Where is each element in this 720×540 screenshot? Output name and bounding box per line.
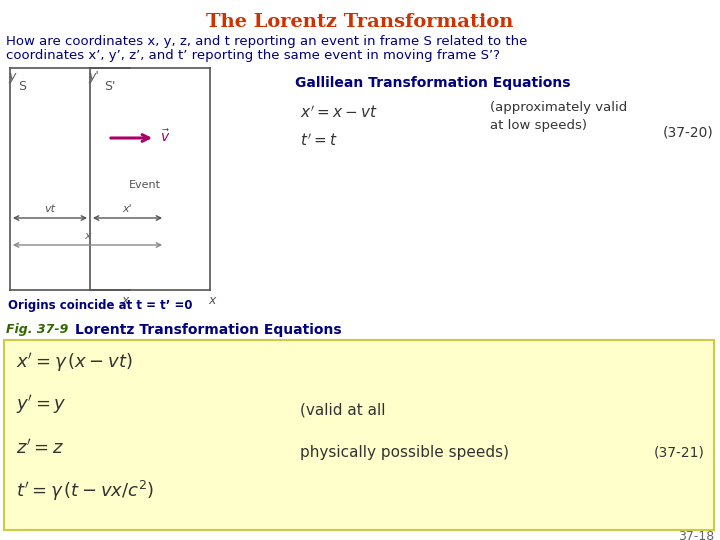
Text: The Lorentz Transformation: The Lorentz Transformation [207, 13, 513, 31]
Text: y': y' [88, 70, 99, 83]
Text: y: y [8, 70, 15, 83]
Text: (valid at all: (valid at all [300, 402, 385, 417]
Text: (37-21): (37-21) [654, 446, 705, 460]
Text: (37-20): (37-20) [663, 126, 714, 140]
Text: Origins coincide at t = t’ =0: Origins coincide at t = t’ =0 [8, 299, 192, 312]
Text: $t' = \gamma\,(t - vx/c^2)$: $t' = \gamma\,(t - vx/c^2)$ [16, 479, 154, 503]
Text: $x' = x - vt$: $x' = x - vt$ [300, 105, 377, 122]
Text: $t' = t$: $t' = t$ [300, 133, 338, 149]
Text: vt: vt [45, 204, 55, 214]
Text: 37-18: 37-18 [678, 530, 714, 540]
Text: Lorentz Transformation Equations: Lorentz Transformation Equations [75, 323, 341, 337]
Text: (approximately valid: (approximately valid [490, 102, 627, 114]
Text: S': S' [104, 80, 115, 93]
Text: S: S [18, 80, 26, 93]
Text: coordinates x’, y’, z’, and t’ reporting the same event in moving frame S’?: coordinates x’, y’, z’, and t’ reporting… [6, 50, 500, 63]
Text: $x' = \gamma\,(x - vt)$: $x' = \gamma\,(x - vt)$ [16, 350, 132, 374]
Text: $y' = y$: $y' = y$ [16, 394, 67, 416]
Text: $\vec{v}$: $\vec{v}$ [160, 129, 171, 145]
Text: physically possible speeds): physically possible speeds) [300, 446, 509, 461]
Bar [4, 340, 714, 530]
Text: x': x' [122, 204, 132, 214]
Text: at low speeds): at low speeds) [490, 118, 587, 132]
Text: x: x [84, 231, 91, 241]
Text: $z' = z$: $z' = z$ [16, 438, 64, 457]
Text: Gallilean Transformation Equations: Gallilean Transformation Equations [295, 76, 570, 90]
Text: How are coordinates x, y, z, and t reporting an event in frame S related to the: How are coordinates x, y, z, and t repor… [6, 36, 527, 49]
Text: x: x [208, 294, 216, 307]
Text: x: x [121, 294, 129, 307]
Text: Event: Event [129, 180, 161, 190]
Text: Fig. 37-9: Fig. 37-9 [6, 323, 68, 336]
